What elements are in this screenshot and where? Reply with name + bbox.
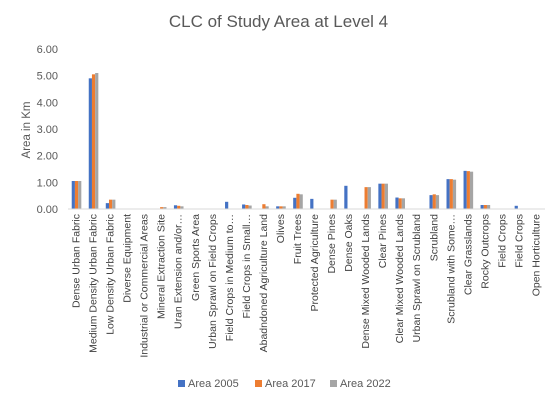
bar: [483, 205, 487, 209]
bar: [452, 179, 457, 209]
y-axis-ticks: 0.00 1.00 2.00 3.00 4.00 5.00 6.00: [37, 44, 58, 216]
x-tick-label: Industrial or Commercial Areas: [139, 214, 151, 358]
legend-swatch: [178, 380, 185, 387]
bar: [74, 181, 79, 209]
bar: [293, 197, 297, 209]
y-tick-label: 4.00: [37, 97, 58, 109]
bar: [435, 195, 440, 209]
x-tick-label: Field Crops: [496, 214, 508, 268]
legend-swatch: [330, 380, 337, 387]
bar: [449, 179, 453, 209]
x-tick-label: Field Crops: [513, 214, 525, 268]
bar: [333, 199, 337, 209]
bar: [469, 171, 474, 209]
chart-title: CLC of Study Area at Level 4: [169, 12, 388, 31]
bar: [378, 183, 382, 209]
bar: [401, 198, 405, 209]
bar: [108, 199, 113, 209]
bar: [432, 194, 436, 209]
bar: [262, 204, 266, 209]
bar: [279, 206, 283, 209]
bar: [71, 181, 75, 209]
legend: Area 2005 Area 2017 Area 2022: [178, 378, 391, 390]
y-tick-label: 6.00: [37, 44, 58, 56]
y-tick-label: 1.00: [37, 177, 58, 189]
bar: [367, 187, 371, 209]
x-tick-label: Olives: [275, 214, 287, 243]
bar: [398, 198, 402, 209]
x-tick-label: Fruit Trees: [292, 214, 304, 264]
bar: [429, 195, 433, 209]
bar: [486, 205, 491, 209]
legend-swatch: [255, 380, 262, 387]
bar: [95, 73, 99, 209]
bar: [384, 183, 388, 209]
x-tick-label: Dense Pines: [326, 214, 338, 274]
x-tick-label: Mineral Extraction Site: [156, 214, 168, 319]
bar: [381, 183, 385, 209]
bar: [177, 205, 181, 209]
bar: [248, 205, 252, 209]
bar: [299, 194, 303, 209]
bar: [91, 74, 96, 209]
legend-label: Area 2022: [340, 378, 391, 390]
x-tick-label: Scrubland with Some…: [445, 214, 457, 324]
x-tick-label: Dense Mixed Wooded Lands: [360, 214, 372, 349]
x-tick-label: Diverse Equipment: [122, 214, 134, 303]
bars: [71, 73, 518, 209]
y-tick-label: 3.00: [37, 124, 58, 136]
x-tick-label: Uran Extension and/or…: [173, 214, 185, 329]
y-tick-label: 5.00: [37, 71, 58, 83]
x-tick-label: Dense Urban Fabric: [71, 214, 83, 308]
bar: [180, 206, 184, 209]
x-tick-label: Medium Density Urban Fabric: [88, 214, 100, 353]
x-tick-label: Urban Sprawl on Field Crops: [207, 214, 219, 349]
bar: [296, 193, 300, 209]
y-axis-label: Area in Km: [21, 102, 33, 159]
x-tick-label: Open Horticulture: [530, 214, 542, 296]
bar: [265, 206, 269, 209]
y-tick-label: 2.00: [37, 151, 58, 163]
bar: [344, 185, 348, 209]
bar: [282, 206, 286, 209]
bar: [105, 203, 109, 209]
bar: [173, 205, 178, 209]
x-tick-label: Green Sports Area: [190, 214, 202, 301]
bar: [395, 197, 399, 209]
bar: [330, 199, 334, 209]
x-tick-label: Rocky Outcrops: [479, 214, 491, 289]
bar: [463, 170, 467, 209]
x-tick-label: Clear Mixed Wooded Lands: [394, 214, 406, 343]
x-tick-label: Clear Pines: [377, 214, 389, 268]
bar: [364, 187, 368, 209]
x-tick-label: Field Crops in Small…: [241, 214, 253, 318]
bar: [112, 199, 116, 209]
x-axis-labels: Dense Urban Fabric Medium Density Urban F…: [71, 214, 543, 358]
bar: [310, 198, 314, 209]
x-tick-label: Low Density Urban Fabric: [105, 214, 117, 335]
x-tick-label: Protected Agriculture: [309, 214, 321, 312]
bar: [163, 207, 167, 209]
x-tick-label: Abadndoned Agriculture Land: [258, 214, 270, 353]
legend-label: Area 2017: [265, 378, 316, 390]
x-tick-label: Scrubland: [428, 214, 440, 261]
x-tick-label: Urban Sprawl on Scrubland: [411, 214, 423, 343]
bar: [78, 181, 82, 209]
bar: [242, 204, 246, 209]
bar: [88, 78, 92, 209]
legend-label: Area 2005: [188, 378, 239, 390]
bar: [466, 171, 470, 209]
bar: [245, 205, 249, 209]
x-tick-label: Dense Oaks: [343, 214, 355, 272]
x-tick-label: Clear Grasslands: [462, 214, 474, 295]
y-tick-label: 0.00: [37, 204, 58, 216]
bar: [225, 201, 229, 209]
bar: [514, 205, 518, 209]
bar: [160, 207, 164, 209]
bar: [480, 205, 484, 209]
bar: [446, 179, 450, 209]
bar: [276, 206, 280, 209]
x-tick-label: Field Crops in Medium to…: [224, 214, 236, 341]
